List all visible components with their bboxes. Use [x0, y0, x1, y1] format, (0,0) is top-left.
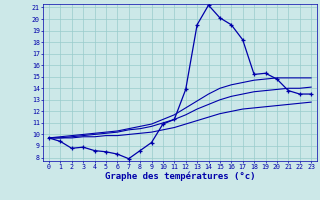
- X-axis label: Graphe des températures (°c): Graphe des températures (°c): [105, 172, 255, 181]
